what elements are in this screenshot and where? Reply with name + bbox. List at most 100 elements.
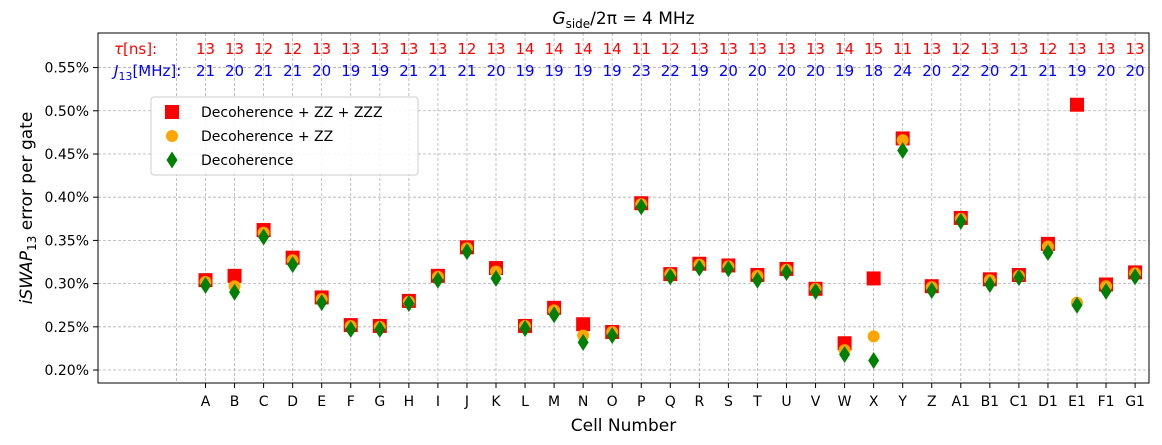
j13-value: 20 [312, 62, 331, 80]
tau-value: 13 [399, 40, 418, 58]
tau-value: 13 [690, 40, 709, 58]
data-point [867, 330, 880, 343]
plot-frame [97, 32, 1150, 384]
y-tick-label: 0.25% [45, 320, 89, 336]
data-point [316, 294, 328, 312]
x-tick-label: N [578, 394, 588, 410]
tau-value: 13 [719, 40, 738, 58]
tau-value: 13 [922, 40, 941, 58]
y-tick-label: 0.35% [45, 233, 89, 249]
j13-value: 19 [1067, 62, 1086, 80]
x-tick-label: V [811, 394, 821, 410]
x-tick-label: C1 [1010, 394, 1029, 410]
data-point [548, 306, 560, 324]
x-axis-label: Cell Number [571, 416, 676, 436]
chart-title: Gside/2π = 4 MHz [552, 9, 694, 31]
tau-value: 11 [893, 40, 912, 58]
x-tick-label: X [869, 394, 879, 410]
j13-value: 20 [777, 62, 796, 80]
y-axis-title: iSWAP13 error per gate [17, 112, 39, 305]
data-marks [198, 97, 1143, 370]
x-tick-label: A1 [952, 394, 970, 410]
j13-value: 19 [574, 62, 593, 80]
x-tick-label: O [607, 394, 618, 410]
x-tick-label: U [781, 394, 791, 410]
j13-value: 21 [457, 62, 476, 80]
tau-value: 12 [283, 40, 302, 58]
y-axis: 0.20% 0.25% 0.30% 0.35% 0.40% 0.45% 0.50% 0.55% [45, 61, 98, 379]
j13-value: 19 [370, 62, 389, 80]
tau-value: 12 [457, 40, 476, 58]
j13-value: 20 [719, 62, 738, 80]
x-tick-label: W [838, 394, 852, 410]
legend-marker [166, 151, 178, 169]
tau-value: 14 [516, 40, 535, 58]
j13-value: 21 [428, 62, 447, 80]
j13-value: 20 [486, 62, 505, 80]
data-point [810, 282, 822, 300]
j13-value: 20 [980, 62, 999, 80]
tau-value: 14 [545, 40, 564, 58]
data-point [1071, 296, 1083, 314]
j13-value: 20 [1126, 62, 1145, 80]
legend-label: Decoherence [201, 153, 293, 169]
x-tick-label: E [317, 394, 326, 410]
tau-value: 12 [254, 40, 273, 58]
x-tick-label: K [491, 394, 501, 410]
data-point [287, 256, 299, 274]
y-tick-label: 0.30% [45, 277, 89, 293]
x-tick-label: G1 [1125, 394, 1145, 410]
x-tick-label: B1 [981, 394, 1000, 410]
j13-row-label: J13[MHz]: [111, 62, 181, 83]
tau-row-label: τ[ns]: [114, 40, 157, 58]
x-axis: A B C D E F G H I J K L M N O P Q R S T U V W X Y Z A1 B1 C1 D1 E1 F1 G1 [201, 383, 1145, 410]
tau-value: 13 [980, 40, 999, 58]
legend-box [150, 96, 419, 176]
data-point [577, 333, 589, 351]
j13-value: 20 [806, 62, 825, 80]
tau-value: 13 [196, 40, 215, 58]
tau-value: 12 [951, 40, 970, 58]
x-tick-label: J [464, 394, 469, 410]
data-point [200, 276, 211, 294]
tau-value: 12 [1038, 40, 1057, 58]
data-point [403, 294, 415, 312]
x-tick-label: G [374, 394, 385, 410]
data-point [693, 259, 705, 277]
data-point [955, 212, 967, 230]
tau-value: 13 [777, 40, 796, 58]
x-tick-label: A [201, 394, 211, 410]
data-point [258, 228, 270, 246]
j13-value: 19 [341, 62, 360, 80]
data-point [345, 320, 357, 338]
data-point [839, 345, 851, 363]
y-axis-label: iSWAP13 error per gate [17, 112, 39, 305]
data-point [490, 269, 502, 287]
j13-value: 21 [254, 62, 273, 80]
data-point [374, 320, 386, 338]
data-point [519, 320, 531, 338]
x-tick-label: D [287, 394, 298, 410]
x-axis-title: Cell Number [571, 416, 676, 436]
y-tick-label: 0.45% [45, 147, 89, 163]
tau-value: 13 [312, 40, 331, 58]
x-tick-label: C [259, 394, 269, 410]
tau-value: 14 [603, 40, 622, 58]
legend-marker [165, 105, 179, 119]
chart-title-text: Gside/2π = 4 MHz [552, 9, 694, 31]
x-tick-label: R [694, 394, 704, 410]
tau-value: 11 [632, 40, 651, 58]
tau-value: 14 [835, 40, 854, 58]
x-tick-label: H [404, 394, 415, 410]
tau-value: 13 [225, 40, 244, 58]
j13-value: 24 [893, 62, 912, 80]
data-point [1013, 269, 1025, 287]
x-tick-label: F [347, 394, 355, 410]
j13-value: 19 [545, 62, 564, 80]
tau-value: 13 [1126, 40, 1145, 58]
tau-value: 13 [428, 40, 447, 58]
data-point [461, 243, 473, 261]
data-point [866, 271, 881, 286]
legend-label: Decoherence + ZZ + ZZZ [201, 105, 383, 121]
x-tick-label: T [752, 394, 762, 410]
